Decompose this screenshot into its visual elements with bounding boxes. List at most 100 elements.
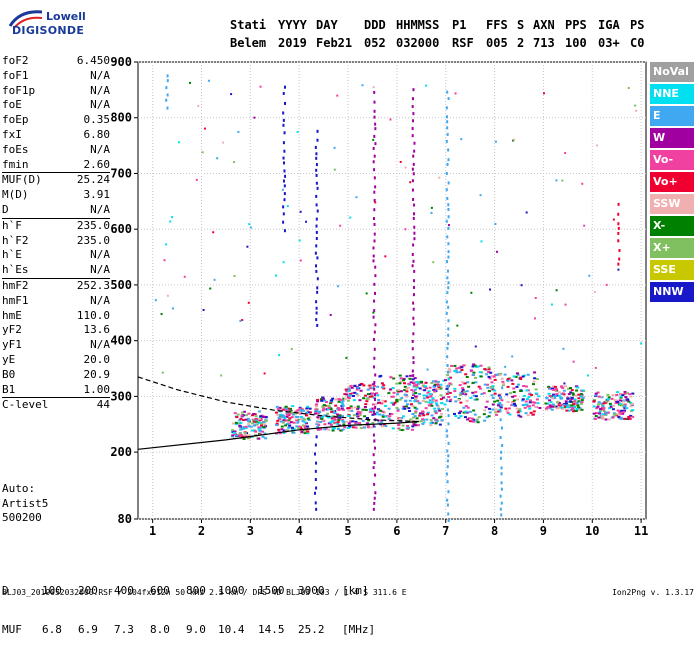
echo-point: [620, 409, 624, 412]
echo-point: [276, 408, 280, 411]
echo-point: [406, 403, 410, 406]
echo-point: [512, 375, 516, 378]
echo-point: [259, 415, 263, 418]
echo-point: [412, 390, 416, 393]
sparse-echo: [456, 324, 459, 327]
echo-point: [469, 396, 473, 399]
param-row-fof1: foF1 N/A: [2, 69, 110, 84]
interference-point: [373, 239, 376, 243]
echo-point: [553, 396, 557, 399]
interference-point: [165, 86, 168, 90]
echo-point: [581, 395, 585, 398]
echo-point: [577, 397, 581, 400]
sparse-echo: [572, 360, 575, 363]
echo-point: [338, 416, 342, 419]
echo-point: [528, 393, 532, 396]
sparse-echo: [372, 138, 375, 141]
param-row-clevel: C-level 44: [2, 398, 110, 413]
interference-point: [283, 149, 286, 153]
echo-point: [522, 385, 526, 388]
interference-point: [412, 259, 415, 263]
echo-point: [416, 400, 420, 403]
echo-point: [303, 432, 307, 435]
echo-point: [332, 417, 336, 420]
echo-point: [351, 420, 355, 423]
echo-point: [382, 384, 386, 387]
echo-point: [281, 416, 285, 419]
echo-point: [577, 406, 581, 409]
interference-point: [373, 501, 376, 505]
echo-point: [581, 397, 585, 400]
echo-point: [374, 413, 378, 416]
echo-point: [308, 411, 312, 414]
echo-point: [418, 402, 422, 405]
echo-point: [437, 407, 441, 410]
interference-point: [316, 277, 319, 281]
sparse-echo: [189, 81, 192, 84]
echo-point: [522, 394, 526, 397]
interference-point: [413, 231, 416, 235]
sparse-echo: [448, 377, 451, 380]
x-tick-label: 11: [634, 524, 648, 538]
echo-point: [319, 421, 323, 424]
interference-point: [412, 301, 415, 305]
echo-point: [607, 396, 611, 399]
echo-point: [578, 407, 582, 410]
echo-point: [286, 407, 290, 410]
interference-point: [316, 186, 319, 190]
echo-point: [275, 422, 279, 425]
echo-point: [316, 425, 320, 428]
logo-line2: DIGISONDE: [12, 24, 85, 37]
echo-point: [349, 393, 353, 396]
dmuf-cell: 14.5: [258, 623, 285, 636]
interference-point: [374, 373, 377, 377]
interference-point: [447, 148, 450, 152]
sparse-echo: [233, 275, 236, 278]
interference-point: [413, 141, 416, 145]
echo-point: [361, 419, 365, 422]
echo-point: [231, 422, 235, 425]
interference-point: [315, 306, 318, 310]
interference-point: [447, 342, 450, 346]
echo-point: [404, 405, 408, 408]
echo-point: [406, 386, 410, 389]
echo-point: [525, 403, 529, 406]
legend-ssw: SSW: [650, 194, 694, 214]
interference-point: [372, 217, 375, 221]
header-label-10: IGA: [598, 18, 620, 32]
echo-point: [398, 374, 402, 377]
sparse-echo: [474, 345, 477, 348]
echo-point: [505, 393, 509, 396]
echo-point: [428, 399, 432, 402]
echo-point: [476, 421, 480, 424]
auto-version: 500200: [2, 511, 42, 525]
sparse-echo: [349, 216, 352, 219]
echo-point: [233, 412, 237, 415]
param-row-foe: foE N/A: [2, 98, 110, 113]
echo-point: [494, 408, 498, 411]
echo-point: [468, 420, 472, 423]
echo-point: [343, 426, 347, 429]
sparse-echo: [212, 231, 215, 234]
echo-point: [561, 403, 565, 406]
sparse-echo: [479, 194, 482, 197]
echo-point: [498, 393, 502, 396]
echo-point: [371, 413, 375, 416]
echo-point: [414, 410, 418, 413]
interference-point: [283, 192, 286, 196]
echo-point: [350, 386, 354, 389]
param-key: hmF1: [2, 293, 29, 307]
echo-point: [422, 414, 426, 417]
echo-point: [449, 398, 453, 401]
echo-point: [395, 406, 399, 409]
echo-point: [521, 398, 525, 401]
echo-point: [384, 415, 388, 418]
echo-point: [458, 384, 462, 387]
echo-point: [376, 394, 380, 397]
echo-point: [476, 365, 480, 368]
echo-point: [358, 412, 362, 415]
dmuf-cell: 6.8: [42, 623, 62, 636]
sparse-echo: [299, 259, 302, 262]
echo-point: [366, 388, 370, 391]
interference-point: [373, 176, 376, 180]
